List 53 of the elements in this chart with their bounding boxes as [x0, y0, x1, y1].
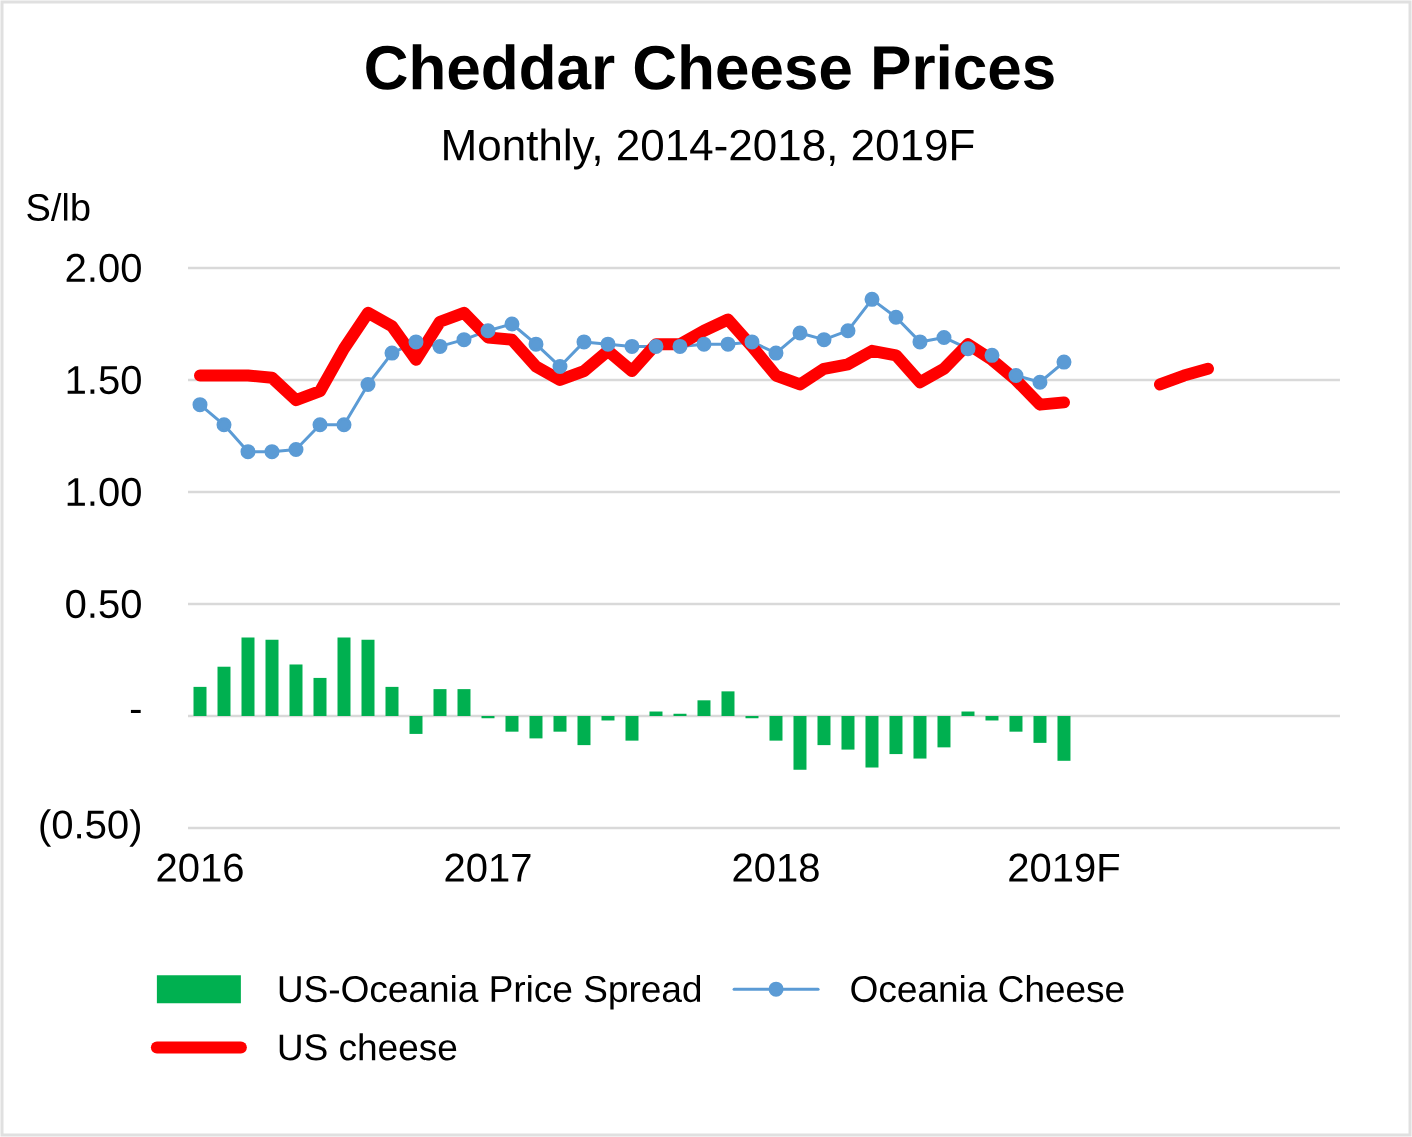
- point: [264, 444, 280, 460]
- legend-label: US-Oceania Price Spread: [279, 975, 701, 1010]
- point: [624, 338, 640, 354]
- legend-label: US cheese: [279, 1033, 457, 1061]
- point: [1032, 374, 1048, 390]
- point: [360, 376, 376, 392]
- point: [792, 325, 808, 341]
- x-tick-label: 2018: [733, 853, 819, 882]
- point: [480, 323, 496, 339]
- point: [312, 417, 328, 433]
- point: [696, 336, 712, 352]
- point: [744, 334, 760, 350]
- y-tick-label: (0.50): [40, 809, 140, 847]
- legend-label: Oceania Cheese: [851, 975, 1124, 1003]
- point: [504, 316, 520, 332]
- point: [528, 336, 544, 352]
- point: [432, 338, 448, 354]
- point: [408, 334, 424, 350]
- chart-title: Cheddar Cheese Prices: [366, 44, 1054, 90]
- x-tick-label: 2017: [445, 853, 531, 882]
- point: [816, 332, 832, 348]
- point: [648, 338, 664, 354]
- point: [192, 397, 208, 413]
- point: [768, 345, 784, 361]
- point: [840, 323, 856, 339]
- point: [288, 441, 304, 457]
- point: [1008, 368, 1024, 384]
- point: [384, 345, 400, 361]
- point: [960, 341, 976, 357]
- point: [576, 334, 592, 350]
- y-tick-label: 1.50: [67, 365, 141, 395]
- chart-subtitle: Monthly, 2014-2018, 2019F: [444, 128, 974, 170]
- point: [936, 329, 952, 345]
- point: [456, 332, 472, 348]
- point: [240, 444, 256, 460]
- point: [600, 336, 616, 352]
- point: [552, 359, 568, 375]
- y-tick-label: 2.00: [66, 253, 141, 283]
- point: [672, 338, 688, 354]
- point: [1056, 354, 1072, 370]
- point: [336, 417, 352, 433]
- y-tick-label: 0.50: [66, 589, 141, 619]
- x-tick-label: 2019F: [1009, 853, 1120, 882]
- point: [888, 309, 904, 325]
- point: [720, 336, 736, 352]
- y-axis-title: S/lb: [27, 193, 90, 221]
- point: [864, 291, 880, 307]
- point: [216, 417, 232, 433]
- point: [984, 347, 1000, 363]
- point: [912, 334, 928, 350]
- y-tick-label: 1.00: [67, 477, 141, 507]
- x-tick-label: 2016: [157, 853, 243, 882]
- y-tick-label: -: [130, 709, 141, 714]
